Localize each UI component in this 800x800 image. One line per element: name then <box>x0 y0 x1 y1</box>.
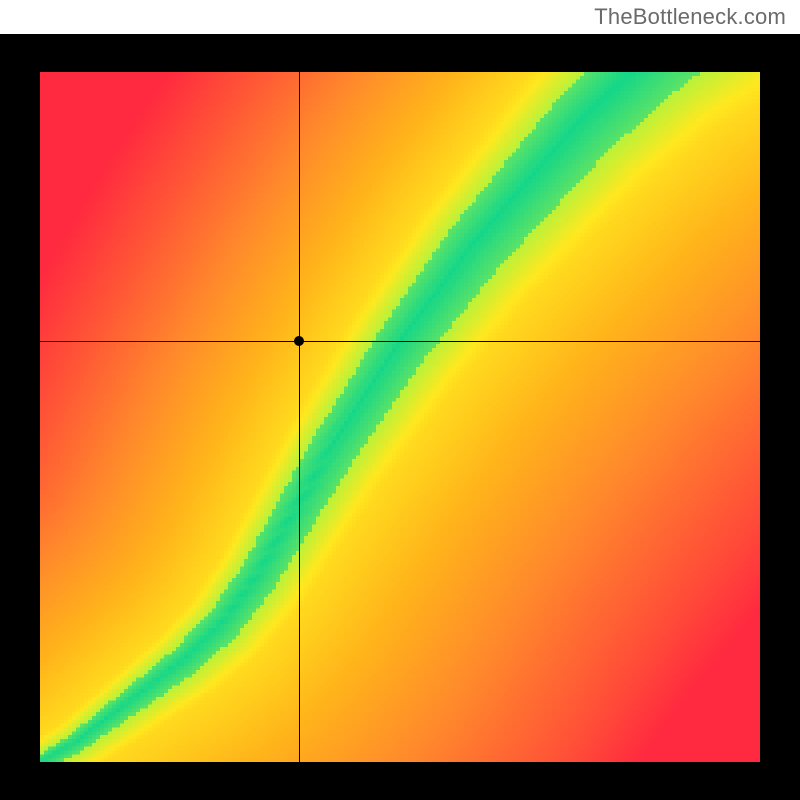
heatmap-canvas <box>40 72 760 762</box>
chart-container: TheBottleneck.com <box>0 0 800 800</box>
watermark-text: TheBottleneck.com <box>594 4 786 30</box>
